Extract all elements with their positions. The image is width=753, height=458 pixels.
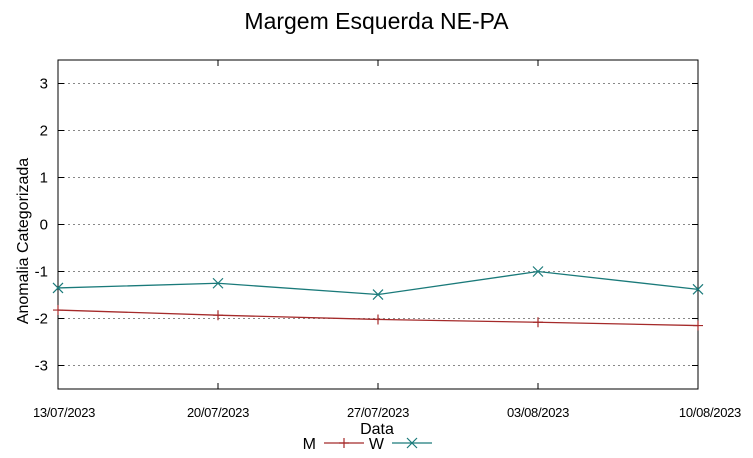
- y-tick-label: -3: [35, 358, 48, 375]
- data-point-plus: [533, 317, 543, 328]
- x-tick-label: 10/08/2023: [679, 405, 741, 420]
- y-tick-label: -2: [35, 311, 48, 328]
- data-point-cross: [692, 283, 704, 295]
- data-point-plus: [373, 314, 383, 325]
- data-point-plus: [53, 305, 63, 316]
- legend-label-M: M: [303, 436, 316, 453]
- y-tick-label: -1: [35, 264, 48, 281]
- x-axis: 13/07/2023 20/07/2023 27/07/2023 03/08/2023…: [33, 60, 741, 420]
- y-tick-label: 1: [40, 170, 48, 187]
- x-tick-label: 03/08/2023: [507, 405, 569, 420]
- legend-label-W: W: [369, 436, 385, 453]
- series-M: [53, 305, 703, 331]
- data-point-cross: [52, 282, 64, 294]
- x-tick-label: 20/07/2023: [187, 405, 249, 420]
- data-point-cross: [212, 277, 224, 289]
- data-point-plus: [693, 320, 703, 331]
- series-line-W: [57, 270, 699, 296]
- y-axis-label: Anomalia Categorizada: [15, 158, 32, 324]
- y-tick-label: 3: [40, 76, 48, 93]
- series-W: [52, 266, 704, 300]
- y-axis: 3 2 1 0 -1 -2 -3: [35, 76, 698, 375]
- grid-lines: [58, 83, 698, 366]
- data-point-cross: [406, 437, 418, 449]
- data-point-cross: [372, 289, 384, 300]
- y-tick-label: 2: [40, 123, 48, 140]
- series-layer: [52, 266, 704, 331]
- x-tick-label: 13/07/2023: [33, 405, 95, 420]
- x-tick-label: 27/07/2023: [347, 405, 409, 420]
- chart-title: Margem Esquerda NE-PA: [244, 8, 509, 34]
- data-point-plus: [213, 310, 223, 321]
- x-axis-label: Data: [360, 421, 394, 438]
- data-point-cross: [532, 266, 544, 277]
- y-tick-label: 0: [40, 217, 48, 234]
- data-point-plus: [339, 438, 349, 448]
